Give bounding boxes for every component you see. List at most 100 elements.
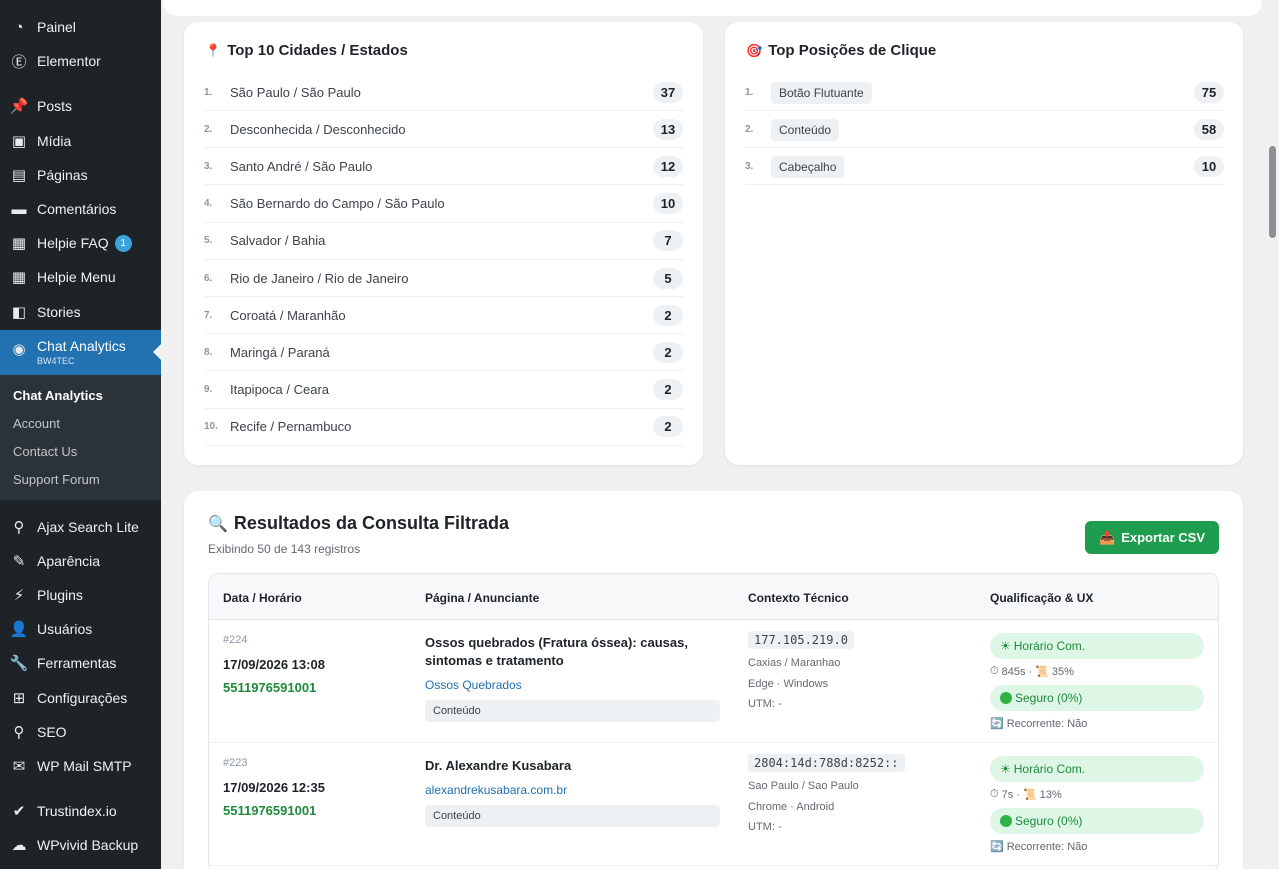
rank-number: 8. xyxy=(204,346,213,358)
trustindex-icon: ✔ xyxy=(12,803,26,820)
rank-count-badge: 10 xyxy=(1194,155,1224,177)
header-page: Página / Anunciante xyxy=(425,591,540,605)
rank-count-badge: 2 xyxy=(653,416,683,438)
list-item: 9. Itapipoca / Ceara 2 xyxy=(204,372,683,409)
rank-label: Desconhecida / Desconhecido xyxy=(230,121,406,137)
sidebar-item-painel[interactable]: ◔ Painel xyxy=(0,10,161,44)
pages-icon: ▤ xyxy=(11,167,27,184)
sidebar-item-helpie-menu[interactable]: ▦ Helpie Menu xyxy=(0,260,161,294)
chat-analytics-submenu: Chat Analytics Account Contact Us Suppor… xyxy=(0,375,161,500)
rank-label-wrap: Cabeçalho xyxy=(771,155,1194,178)
sidebar-item-label: Chat Analytics BW4TEC xyxy=(37,338,126,366)
sidebar-item-label: Usuários xyxy=(37,621,93,637)
faq-icon: ▦ xyxy=(11,235,27,252)
list-item: 3. Santo André / São Paulo 12 xyxy=(204,148,683,186)
top-positions-title: 🎯 Top Posições de Clique xyxy=(746,42,937,59)
sidebar-item-chat-analytics[interactable]: ◉ Chat Analytics BW4TEC xyxy=(0,330,161,375)
sidebar-item-stories[interactable]: ◧ Stories xyxy=(0,295,161,329)
table-header: Data / Horário Página / Anunciante Conte… xyxy=(209,574,1218,620)
sidebar-item-label: Stories xyxy=(37,304,81,320)
stories-icon: ◧ xyxy=(11,304,27,321)
rank-label: Rio de Janeiro / Rio de Janeiro xyxy=(230,270,409,286)
rank-label-wrap: Conteúdo xyxy=(771,118,1194,141)
page-scrollbar[interactable] xyxy=(1266,0,1279,869)
submenu-support-forum[interactable]: Support Forum xyxy=(13,472,100,487)
timer-icon: ⏱ xyxy=(990,788,999,800)
menu-icon: ▦ xyxy=(11,269,27,286)
sun-icon: ☀ xyxy=(1000,639,1011,653)
sidebar-item-apar-ncia[interactable]: ✎ Aparência xyxy=(0,544,161,578)
header-tech: Contexto Técnico xyxy=(748,591,849,605)
advertiser-link[interactable]: alexandrekusabara.com.br xyxy=(425,783,568,797)
plugins-icon: ⚡ xyxy=(13,587,25,604)
rank-count-badge: 2 xyxy=(653,304,683,326)
rank-number: 5. xyxy=(204,235,213,247)
previous-card-bottom xyxy=(163,0,1262,16)
list-item: 5. Salvador / Bahia 7 xyxy=(204,223,683,260)
pin-icon: 📌 xyxy=(9,98,29,115)
rank-number: 1. xyxy=(745,86,754,98)
rank-label: Cabeçalho xyxy=(771,155,845,178)
media-icon: ▣ xyxy=(11,133,27,150)
sidebar-item-wp-mail-smtp[interactable]: ✉ WP Mail SMTP xyxy=(0,749,161,783)
results-title: 🔍 Resultados da Consulta Filtrada xyxy=(208,513,509,533)
export-csv-button[interactable]: 📥 Exportar CSV xyxy=(1085,521,1219,554)
page-title: Dr. Alexandre Kusabara xyxy=(425,758,572,773)
mail-icon: ✉ xyxy=(12,758,26,775)
rank-count-badge: 12 xyxy=(653,155,683,177)
header-qualification: Qualificação & UX xyxy=(990,591,1094,605)
rank-number: 2. xyxy=(745,123,754,135)
table-row[interactable]: #223 17/09/2026 12:35 5511976591001 Dr. … xyxy=(209,743,1218,866)
rank-label-wrap: Recife / Pernambuco xyxy=(230,419,653,434)
sidebar-item-wpvivid-backup[interactable]: ☁ WPvivid Backup xyxy=(0,828,161,862)
recurrent-label: Recorrente: Não xyxy=(1006,717,1088,730)
sidebar-item-helpie-faq[interactable]: ▦ Helpie FAQ 1 xyxy=(0,226,161,260)
download-icon: 📥 xyxy=(1099,529,1116,545)
table-row[interactable]: #224 17/09/2026 13:08 5511976591001 Osso… xyxy=(209,620,1218,743)
sidebar-item-p-ginas[interactable]: ▤ Páginas xyxy=(0,158,161,192)
sidebar-item-seo[interactable]: ⚲ SEO xyxy=(0,715,161,749)
sidebar-item-plugins[interactable]: ⚡ Plugins xyxy=(0,578,161,612)
results-table: Data / Horário Página / Anunciante Conte… xyxy=(208,573,1219,869)
rank-label: Botão Flutuante xyxy=(771,81,872,104)
sidebar-item-m-dia[interactable]: ▣ Mídia xyxy=(0,124,161,158)
sidebar-item-coment-rios[interactable]: ▬ Comentários xyxy=(0,192,161,226)
sidebar-item-configura-es[interactable]: ⊞ Configurações xyxy=(0,681,161,715)
submenu-account[interactable]: Account xyxy=(13,416,60,431)
scroll-depth: 13% xyxy=(1039,788,1062,801)
sidebar-item-ajax-search-lite[interactable]: ⚲ Ajax Search Lite xyxy=(0,510,161,544)
advertiser-link[interactable]: Ossos Quebrados xyxy=(425,678,522,692)
scrollbar-thumb[interactable] xyxy=(1269,146,1276,238)
sidebar-item-trustindex-io[interactable]: ✔ Trustindex.io xyxy=(0,794,161,828)
list-item: 10. Recife / Pernambuco 2 xyxy=(204,409,683,446)
sidebar-item-label: Painel xyxy=(37,19,76,35)
sidebar-item-label: Helpie FAQ xyxy=(37,235,109,251)
time-on-page: 7s · xyxy=(1001,788,1020,801)
record-datetime: 17/09/2026 12:35 xyxy=(223,780,325,795)
rank-label: Recife / Pernambuco xyxy=(230,419,352,435)
device-text: Chrome · Android xyxy=(748,801,835,813)
utm-text: UTM: - xyxy=(748,698,782,710)
sidebar-item-elementor[interactable]: Ⓔ Elementor xyxy=(0,44,161,78)
rank-label-wrap: Salvador / Bahia xyxy=(230,233,653,248)
submenu-chat-analytics[interactable]: Chat Analytics xyxy=(13,388,103,403)
record-id: #223 xyxy=(223,757,248,769)
sidebar-item-label: Comentários xyxy=(37,201,117,217)
submenu-contact-us[interactable]: Contact Us xyxy=(13,444,78,459)
safety-badge: Seguro (0%) xyxy=(990,685,1204,711)
sidebar-item-label: Aparência xyxy=(37,553,101,569)
sidebar-item-usu-rios[interactable]: 👤 Usuários xyxy=(0,612,161,646)
sidebar-item-ferramentas[interactable]: 🔧 Ferramentas xyxy=(0,646,161,680)
rank-label: Conteúdo xyxy=(771,118,840,141)
click-position-tag: Conteúdo xyxy=(425,700,720,722)
scroll-icon: 📜 xyxy=(1035,666,1049,678)
record-phone: 5511976591001 xyxy=(223,680,317,695)
engagement-metrics: ⏱ 7s · 📜 13% xyxy=(990,788,1062,801)
refresh-icon: 🔄 xyxy=(990,718,1004,730)
filtered-results-card: 🔍 Resultados da Consulta Filtrada Exibin… xyxy=(184,491,1243,869)
time-on-page: 845s · xyxy=(1001,665,1033,678)
recurrent-info: 🔄 Recorrente: Não xyxy=(990,717,1088,731)
sidebar-item-posts[interactable]: 📌 Posts xyxy=(0,89,161,123)
users-icon: 👤 xyxy=(9,621,29,638)
sidebar-item-label: Chat Analytics xyxy=(37,338,126,354)
